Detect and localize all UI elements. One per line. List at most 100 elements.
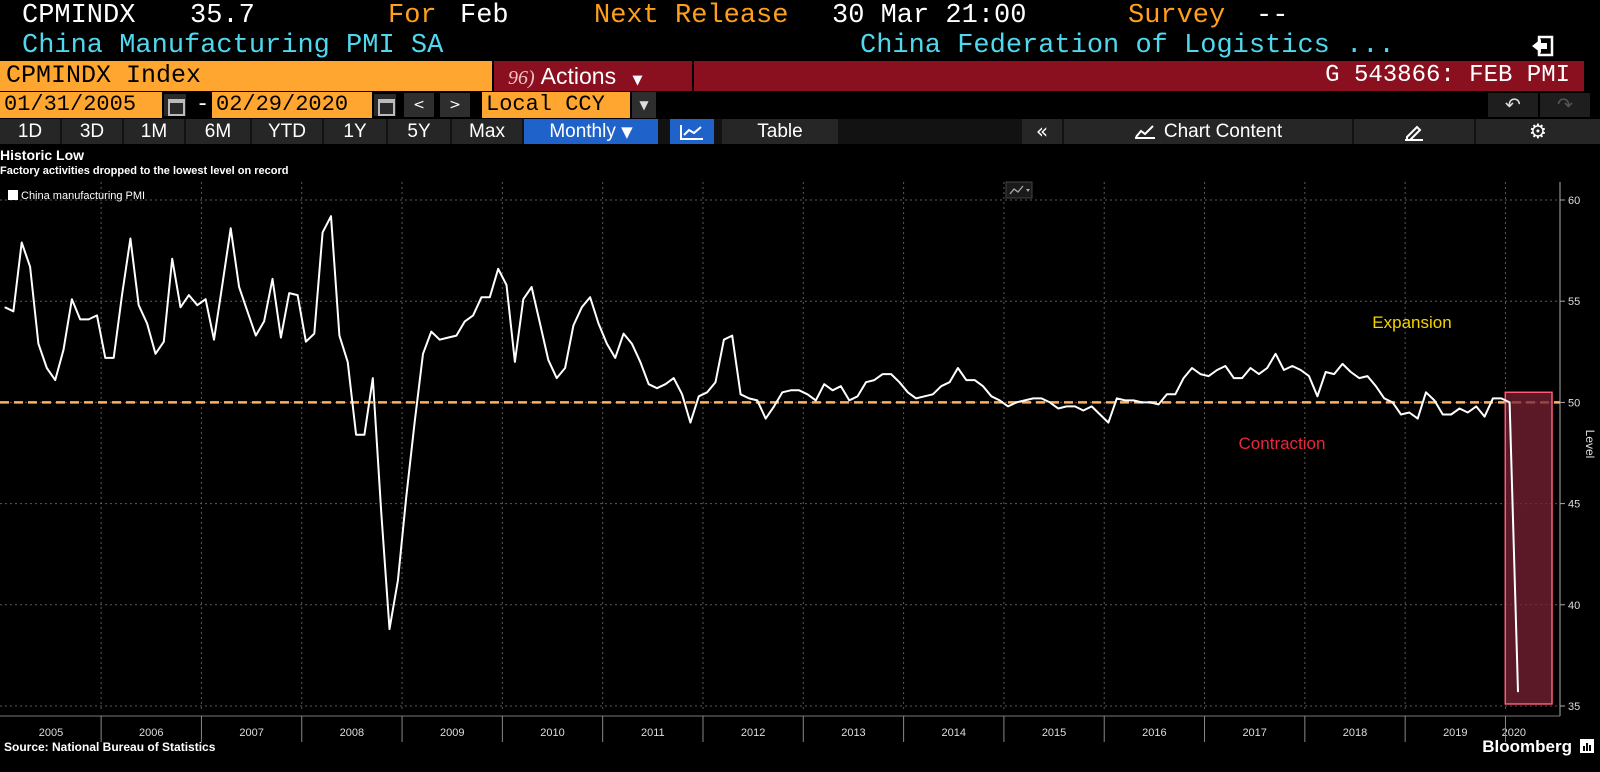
data-point[interactable] xyxy=(1132,399,1135,401)
data-point[interactable] xyxy=(54,379,56,381)
data-point[interactable] xyxy=(1091,405,1093,407)
data-point[interactable] xyxy=(564,367,566,369)
data-point[interactable] xyxy=(1241,377,1243,379)
data-point[interactable] xyxy=(347,361,349,363)
data-point[interactable] xyxy=(857,395,859,397)
data-point[interactable] xyxy=(129,237,131,240)
data-point[interactable] xyxy=(865,381,867,383)
data-point[interactable] xyxy=(740,393,742,395)
data-point[interactable] xyxy=(372,377,374,379)
data-point[interactable] xyxy=(999,399,1001,401)
data-point[interactable] xyxy=(781,391,784,393)
data-point[interactable] xyxy=(1066,405,1068,407)
data-point[interactable] xyxy=(29,266,31,268)
data-point[interactable] xyxy=(497,268,499,270)
data-point[interactable] xyxy=(505,284,508,286)
data-point[interactable] xyxy=(606,343,608,345)
data-point[interactable] xyxy=(338,335,340,337)
data-point[interactable] xyxy=(1149,401,1151,403)
data-point[interactable] xyxy=(37,343,40,345)
data-point[interactable] xyxy=(330,215,332,217)
gear-icon[interactable]: ⚙ xyxy=(1476,119,1600,144)
data-point[interactable] xyxy=(71,298,73,300)
data-point[interactable] xyxy=(472,314,474,316)
calendar-icon[interactable] xyxy=(164,94,186,116)
edit-icon[interactable] xyxy=(1354,119,1474,144)
data-point[interactable] xyxy=(940,385,942,387)
data-point[interactable] xyxy=(171,258,173,260)
range-1y[interactable]: 1Y xyxy=(324,119,386,144)
data-point[interactable] xyxy=(1350,371,1352,373)
data-point[interactable] xyxy=(1484,416,1486,418)
data-point[interactable] xyxy=(1049,401,1051,403)
data-point[interactable] xyxy=(1116,397,1118,399)
data-point[interactable] xyxy=(1408,411,1410,414)
data-point[interactable] xyxy=(556,377,558,379)
data-point[interactable] xyxy=(689,422,692,424)
data-point[interactable] xyxy=(1442,413,1444,416)
data-point[interactable] xyxy=(982,385,984,387)
data-point[interactable] xyxy=(430,331,432,333)
data-point[interactable] xyxy=(238,286,240,288)
data-point[interactable] xyxy=(798,389,800,391)
data-point[interactable] xyxy=(46,367,48,369)
data-point[interactable] xyxy=(1275,353,1277,355)
data-point[interactable] xyxy=(163,341,165,343)
data-point[interactable] xyxy=(1183,377,1185,379)
data-point[interactable] xyxy=(681,393,683,395)
prev-period-button[interactable]: < xyxy=(404,93,434,117)
data-point[interactable] xyxy=(957,367,959,369)
range-6m[interactable]: 6M xyxy=(186,119,250,144)
data-point[interactable] xyxy=(355,434,357,436)
data-point[interactable] xyxy=(1283,369,1285,371)
data-point[interactable] xyxy=(439,339,441,341)
data-point[interactable] xyxy=(731,335,733,337)
data-point[interactable] xyxy=(1417,418,1419,420)
data-point[interactable] xyxy=(96,314,98,316)
data-point[interactable] xyxy=(1082,409,1084,412)
data-point[interactable] xyxy=(539,322,541,325)
data-point[interactable] xyxy=(1032,397,1034,399)
data-point[interactable] xyxy=(280,337,282,339)
data-point[interactable] xyxy=(664,383,667,385)
data-point[interactable] xyxy=(1383,397,1385,399)
range-ytd[interactable]: YTD xyxy=(252,119,322,144)
data-point[interactable] xyxy=(1475,405,1477,407)
chevron-down-icon[interactable]: ▼ xyxy=(632,92,656,118)
data-point[interactable] xyxy=(1224,365,1226,367)
data-point[interactable] xyxy=(21,241,23,244)
data-point[interactable] xyxy=(305,341,307,343)
data-point[interactable] xyxy=(765,418,767,420)
data-point[interactable] xyxy=(62,349,65,351)
data-point[interactable] xyxy=(706,391,708,393)
data-point[interactable] xyxy=(1341,363,1344,365)
data-point[interactable] xyxy=(698,395,700,397)
data-point[interactable] xyxy=(397,579,399,582)
data-point[interactable] xyxy=(673,377,675,379)
data-point[interactable] xyxy=(1450,413,1452,416)
data-point[interactable] xyxy=(965,379,967,381)
data-point[interactable] xyxy=(1517,691,1519,693)
data-point[interactable] xyxy=(1325,371,1327,373)
range-max[interactable]: Max xyxy=(452,119,522,144)
data-point[interactable] xyxy=(1208,375,1210,377)
calendar-icon[interactable] xyxy=(374,94,396,116)
data-point[interactable] xyxy=(246,310,248,312)
data-point[interactable] xyxy=(4,306,6,308)
data-point[interactable] xyxy=(1375,385,1377,387)
data-point[interactable] xyxy=(631,343,633,345)
data-point[interactable] xyxy=(405,496,407,499)
start-date-field[interactable]: 01/31/2005 xyxy=(0,92,162,118)
data-point[interactable] xyxy=(121,294,123,296)
exit-icon[interactable] xyxy=(1530,34,1556,58)
data-point[interactable] xyxy=(531,286,533,288)
data-point[interactable] xyxy=(455,335,457,337)
line-chart-icon[interactable] xyxy=(670,119,714,144)
data-point[interactable] xyxy=(597,322,600,325)
data-point[interactable] xyxy=(1308,375,1310,377)
security-field[interactable]: CPMINDX Index xyxy=(0,61,492,91)
chart-type-icon[interactable] xyxy=(1005,181,1033,199)
actions-menu[interactable]: 96) Actions ▼ xyxy=(494,61,692,91)
data-point[interactable] xyxy=(714,381,717,383)
data-point[interactable] xyxy=(1492,397,1494,399)
